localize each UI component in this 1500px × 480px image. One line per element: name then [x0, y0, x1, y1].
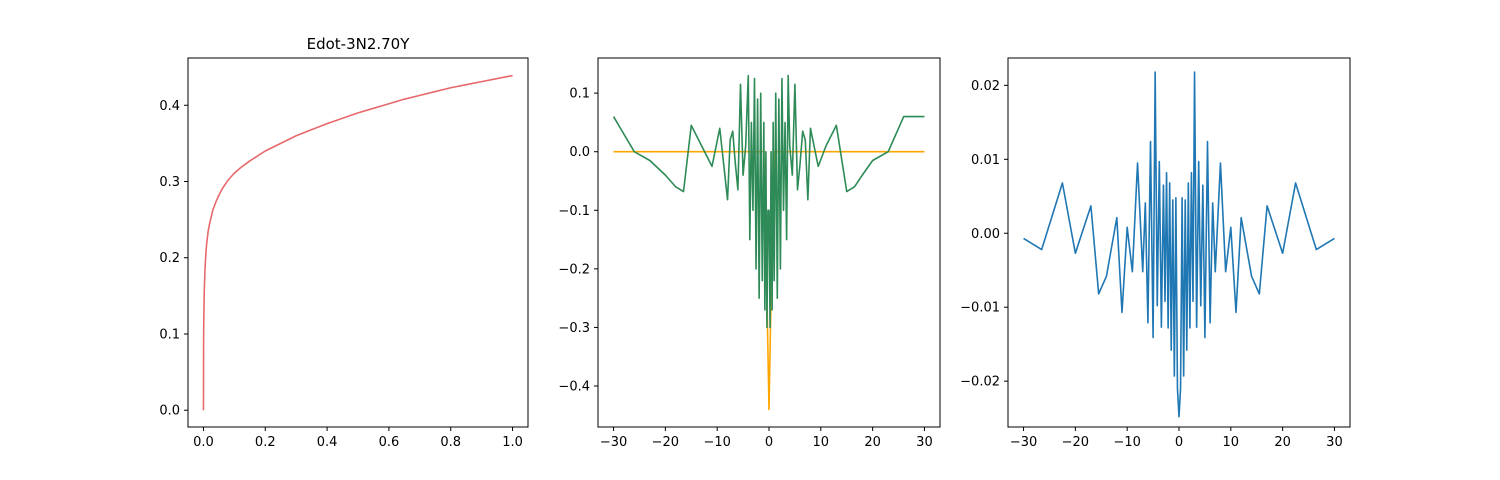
- y-tick-label: 0.0: [569, 145, 590, 160]
- y-tick-label: 0.2: [159, 251, 180, 266]
- x-tick-label: 1.0: [502, 435, 523, 450]
- x-tick-label: 20: [864, 435, 881, 450]
- chart-panel-3: −30 −20 −10 0 10 20 30 0.02 0.01 0.00 −0.01 −0.02: [960, 57, 1351, 450]
- y-tick-label: 0.3: [159, 175, 180, 190]
- y-tick-label: 0.01: [971, 153, 1000, 168]
- x-tick-label: 0.0: [193, 435, 214, 450]
- y-tick-label: −0.3: [558, 321, 590, 336]
- series-line-1: [202, 74, 513, 411]
- x-tick-label: 10: [1223, 435, 1240, 450]
- x-tick-label: 0: [765, 435, 773, 450]
- x-tick-label: 30: [916, 435, 933, 450]
- x-tick-label: 0.8: [440, 435, 461, 450]
- x-tick-label: 10: [813, 435, 830, 450]
- x-tick-label: 0.6: [379, 435, 400, 450]
- chart-panel-1: 0.0 0.2 0.4 0.6 0.8 1.0 0.0 0.1 0.2 0.3 0.4 Edot-3N…: [159, 35, 529, 450]
- x-tick-label: −30: [600, 435, 627, 450]
- x-tick-label: 0.4: [317, 435, 338, 450]
- x-tick-label: 0.2: [255, 435, 276, 450]
- x-tick-label: 30: [1326, 435, 1343, 450]
- x-tick-label: −10: [703, 435, 730, 450]
- y-tick-label: 0.1: [159, 327, 180, 342]
- y-tick-label: −0.02: [960, 375, 1000, 390]
- chart-panel-2: −30 −20 −10 0 10 20 30 0.1 0.0 −0.1 −0.2 −0.3 −0.4: [558, 57, 941, 450]
- y-tick-label: 0.0: [159, 404, 180, 419]
- chart-title: Edot-3N2.70Y: [307, 35, 411, 53]
- y-tick-label: −0.4: [558, 380, 590, 395]
- y-tick-label: 0.02: [971, 79, 1000, 94]
- x-tick-label: −30: [1010, 435, 1037, 450]
- x-tick-label: −20: [1062, 435, 1089, 450]
- x-tick-label: 20: [1274, 435, 1291, 450]
- y-tick-label: 0.4: [159, 99, 180, 114]
- series-line-1: [1023, 71, 1335, 418]
- y-tick-label: 0.1: [569, 87, 590, 102]
- x-tick-label: −20: [652, 435, 679, 450]
- y-tick-label: −0.01: [960, 301, 1000, 316]
- y-tick-label: −0.1: [558, 204, 590, 219]
- x-tick-label: −10: [1113, 435, 1140, 450]
- y-tick-label: −0.2: [558, 262, 590, 277]
- x-tick-label: 0: [1175, 435, 1183, 450]
- series-line-2: [612, 74, 925, 329]
- axes-frame: [187, 57, 529, 428]
- y-tick-label: 0.00: [971, 227, 1000, 242]
